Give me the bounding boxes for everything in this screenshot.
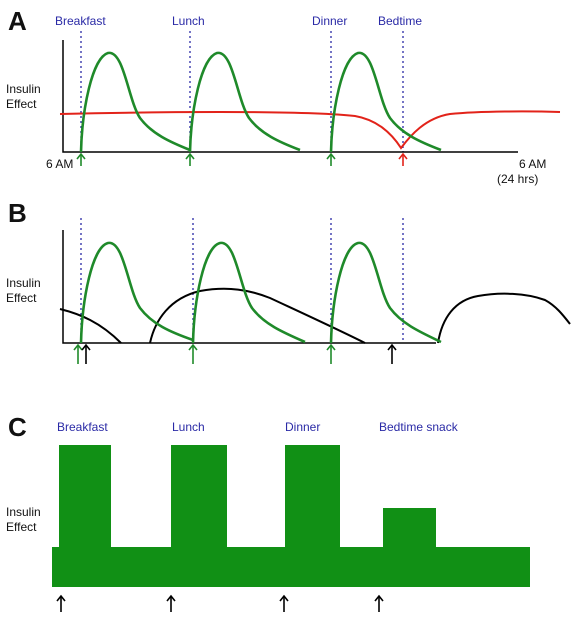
panel-c-meal-dinner: Dinner (285, 420, 320, 434)
panel-c-bedtime-snack-bolus-bar (383, 508, 436, 548)
panel-c-breakfast-arrowhead (56, 594, 66, 602)
panel-c-breakfast-bolus-bar (59, 445, 111, 548)
panel-a-meal-lunch: Lunch (172, 14, 205, 28)
panel-b-axes (62, 230, 436, 344)
panel-b-breakfast-rapid-insulin-curve (79, 241, 194, 344)
panel-b-bedtime-intermediate-curve (437, 292, 571, 344)
panel-a-ylabel-line2: Effect (6, 97, 37, 111)
panel-b-ylabel-line1: Insulin (6, 276, 41, 290)
panel-b-dinner-arrowhead (326, 343, 336, 351)
panel-a-meal-bedtime: Bedtime (378, 14, 422, 28)
panel-a-lunch-rapid-insulin-curve (188, 51, 301, 153)
panel-a-lunch-arrowhead (185, 152, 195, 160)
panel-c-letter: C (8, 412, 27, 442)
panel-b-bedtime-arrowhead (387, 343, 397, 351)
panel-c-lunch-arrowhead (166, 594, 176, 602)
panel-a-breakfast-arrowhead (76, 152, 86, 160)
panel-c-dinner-bolus-bar (285, 445, 340, 548)
panel-a-x-start-label: 6 AM (46, 157, 73, 171)
panel-a-ylabel-line1: Insulin (6, 82, 41, 96)
panel-b-breakfast-intermediate-arrowhead (81, 343, 91, 351)
panel-b-lunch-rapid-insulin-curve (191, 241, 306, 344)
panel-b-morning-intermediate-tail (59, 308, 122, 344)
panel-c-meal-lunch: Lunch (172, 420, 205, 434)
panel-c-dinner-arrowhead (279, 594, 289, 602)
panel-a-letter: A (8, 6, 27, 36)
panel-a-x-end-label-line1: 6 AM (519, 157, 546, 171)
panel-a-basal-insulin-curve (59, 110, 561, 150)
panel-a-dinner-rapid-insulin-curve (329, 51, 442, 153)
panel-a-x-end-label-line2: (24 hrs) (497, 172, 538, 186)
panel-c: C Breakfast Lunch Dinner Bedtime snack I… (6, 412, 530, 612)
panel-c-meal-breakfast: Breakfast (57, 420, 108, 434)
panel-b-dinner-rapid-insulin-curve (329, 241, 442, 344)
panel-b-ylabel-line2: Effect (6, 291, 37, 305)
panel-b: B Insulin Effect (6, 198, 571, 364)
panel-a-dinner-arrowhead (326, 152, 336, 160)
panel-b-lunch-arrowhead (188, 343, 198, 351)
panel-a-bedtime-arrowhead (398, 152, 408, 160)
panel-c-ylabel-line2: Effect (6, 520, 37, 534)
panel-b-breakfast-rapid-arrowhead (73, 343, 83, 351)
panel-a-meal-breakfast: Breakfast (55, 14, 106, 28)
panel-a-meal-dinner: Dinner (312, 14, 347, 28)
panel-c-meal-bedtime-snack: Bedtime snack (379, 420, 459, 434)
panel-a-axes (62, 40, 518, 153)
panel-c-bedtime-snack-arrowhead (374, 594, 384, 602)
panel-a: A Breakfast Lunch Dinner Bedtime Insulin… (6, 6, 561, 186)
panel-b-letter: B (8, 198, 27, 228)
panel-c-lunch-bolus-bar (171, 445, 227, 548)
panel-c-basal-bar (52, 547, 530, 587)
panel-a-breakfast-rapid-insulin-curve (79, 51, 191, 153)
panel-c-ylabel-line1: Insulin (6, 505, 41, 519)
